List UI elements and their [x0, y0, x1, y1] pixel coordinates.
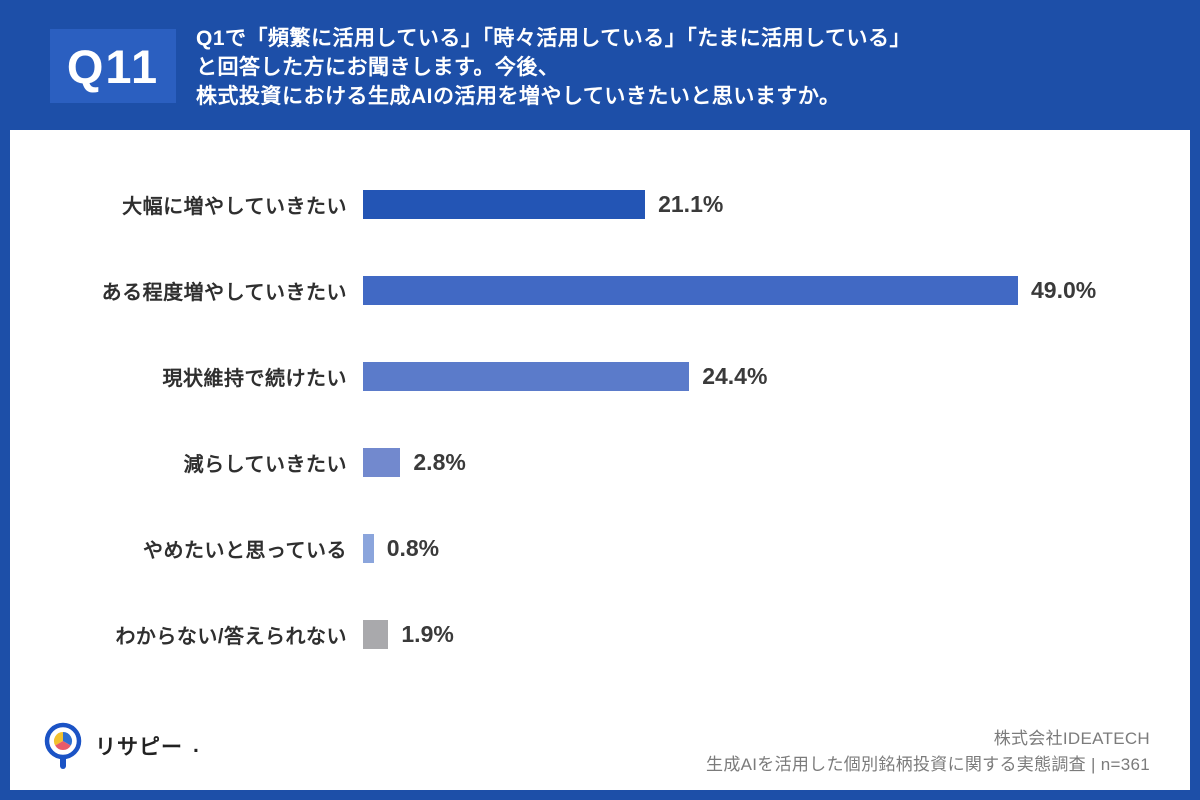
question-header: Q11 Q1で「頻繁に活用している」「時々活用している」「たまに活用している」 … — [0, 0, 1200, 130]
bar-value: 0.8% — [386, 534, 440, 561]
bar-label: やめたいと思っている — [143, 539, 347, 562]
bar-row: 現状維持で続けたい 24.4% — [10, 333, 1190, 419]
question-number: Q11 — [66, 39, 160, 93]
bar-label: 現状維持で続けたい — [162, 367, 347, 390]
bar-area: 21.1% — [363, 189, 1190, 219]
bar — [363, 533, 374, 563]
brand-logo: リサピー . — [40, 720, 199, 772]
bar — [363, 619, 389, 649]
bar-area: 24.4% — [363, 361, 1190, 391]
question-text: Q1で「頻繁に活用している」「時々活用している」「たまに活用している」 と回答し… — [196, 27, 911, 108]
bar-label: わからない/答えられない — [115, 625, 347, 648]
question-number-badge: Q11 — [50, 29, 176, 103]
bar-value: 21.1% — [658, 190, 724, 217]
bar-rows: 大幅に増やしていきたい 21.1% ある程度増やしていきたい 49.0% 現状維持で続け… — [10, 161, 1190, 677]
bar-area: 1.9% — [363, 619, 1190, 649]
bar-area: 2.8% — [363, 447, 1190, 477]
bar-label: 大幅に増やしていきたい — [122, 195, 347, 218]
bar-chart: 大幅に増やしていきたい 21.1% ある程度増やしていきたい 49.0% 現状維持で続け… — [10, 161, 1190, 677]
bar-label: ある程度増やしていきたい — [101, 281, 347, 304]
bar-area: 0.8% — [363, 533, 1190, 563]
source-attribution: 株式会社IDEATECH 生成AIを活用した個別銘柄投資に関する実態調査 | n… — [706, 726, 1150, 778]
logo-text: リサピー — [95, 736, 183, 759]
pie-chart-magnifier-icon — [44, 722, 82, 769]
bar-value: 2.8% — [413, 448, 466, 475]
bar-row: ある程度増やしていきたい 49.0% — [10, 247, 1190, 333]
logo-dot: . — [193, 734, 199, 757]
bar-value: 24.4% — [702, 362, 768, 389]
bar-row: わからない/答えられない 1.9% — [10, 591, 1190, 677]
bar-row: 減らしていきたい 2.8% — [10, 419, 1190, 505]
bar-label: 減らしていきたい — [183, 453, 347, 476]
bar-value: 49.0% — [1031, 276, 1097, 303]
chart-panel: 大幅に増やしていきたい 21.1% ある程度増やしていきたい 49.0% 現状維持で続け… — [10, 130, 1190, 790]
bar-area: 49.0% — [363, 275, 1190, 305]
bar-value: 1.9% — [401, 620, 454, 647]
bar — [363, 275, 1018, 305]
bar — [363, 447, 401, 477]
survey-title: 生成AIを活用した個別銘柄投資に関する実態調査 | n=361 — [706, 755, 1150, 774]
bar-row: 大幅に増やしていきたい 21.1% — [10, 161, 1190, 247]
bar — [363, 361, 690, 391]
bar — [363, 189, 646, 219]
bar-row: やめたいと思っている 0.8% — [10, 505, 1190, 591]
company-name: 株式会社IDEATECH — [993, 729, 1150, 748]
